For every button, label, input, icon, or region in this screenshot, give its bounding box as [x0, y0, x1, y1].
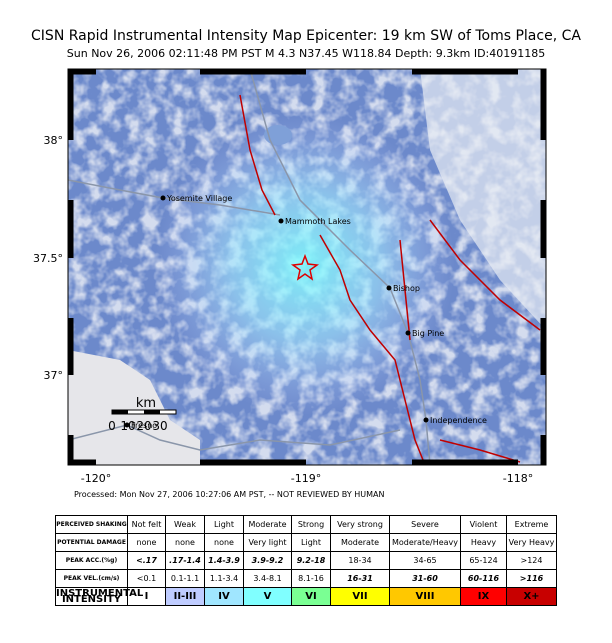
row-label: PEAK VEL.(cm/s)	[55, 569, 128, 588]
scale-tick: 0	[108, 419, 116, 433]
legend-cell: 31-60	[389, 569, 461, 588]
legend-cell: 0.1-1.1	[165, 569, 205, 588]
legend-cell: VIII	[389, 587, 461, 606]
legend-cell: 3.9-9.2	[243, 551, 292, 570]
legend-cell: Severe	[389, 515, 461, 534]
legend-cell: I	[127, 587, 166, 606]
legend-cell: Moderate/Heavy	[389, 533, 461, 552]
city-label: Independence	[430, 416, 487, 425]
legend-cell: Light	[204, 515, 244, 534]
lon-label: -118°	[503, 472, 533, 485]
city-dot	[405, 330, 411, 336]
legend-cell: 16-31	[330, 569, 390, 588]
city-dot	[278, 218, 284, 224]
legend-cell: none	[165, 533, 205, 552]
map-area	[68, 69, 546, 465]
row-label: PERCEIVED SHAKING	[55, 515, 128, 534]
legend-cell: Strong	[291, 515, 331, 534]
legend-cell: >124	[506, 551, 557, 570]
legend-cell: 3.4-8.1	[243, 569, 292, 588]
legend-cell: 9.2-18	[291, 551, 331, 570]
intensity-legend: PERCEIVED SHAKING Not felt Weak Light Modera…	[55, 515, 557, 606]
legend-cell: none	[204, 533, 244, 552]
city-label: Fresno	[131, 421, 157, 430]
title: CISN Rapid Instrumental Intensity Map Ep…	[31, 28, 581, 44]
legend-cell: Moderate	[243, 515, 292, 534]
legend-cell: 8.1-16	[291, 569, 331, 588]
legend-cell: Not felt	[127, 515, 166, 534]
legend-cell: 1.1-3.4	[204, 569, 244, 588]
lon-label: -119°	[291, 472, 321, 485]
legend-cell: V	[243, 587, 292, 606]
legend-cell: >116	[506, 569, 557, 588]
legend-cell: Very strong	[330, 515, 390, 534]
scale-tick: 20	[136, 419, 151, 433]
scale-unit: km	[136, 396, 156, 411]
legend-cell: IV	[204, 587, 244, 606]
legend-cell: Light	[291, 533, 331, 552]
processed-note: Processed: Mon Nov 27, 2006 10:27:06 AM …	[74, 490, 385, 499]
legend-cell: none	[127, 533, 166, 552]
mono-lake	[264, 125, 292, 145]
legend-cell: <0.1	[127, 569, 166, 588]
subtitle: Sun Nov 26, 2006 02:11:48 PM PST M 4.3 N…	[67, 47, 545, 60]
legend-cell: Violent	[460, 515, 507, 534]
legend-cell: Very Heavy	[506, 533, 557, 552]
city-dot	[386, 285, 392, 291]
row-label: POTENTIAL DAMAGE	[55, 533, 128, 552]
legend-cell: II-III	[165, 587, 205, 606]
legend-cell: <.17	[127, 551, 166, 570]
lat-label: 37.5°	[33, 252, 63, 265]
legend-cell: Heavy	[460, 533, 507, 552]
legend-cell: Very light	[243, 533, 292, 552]
city-label: Mammoth Lakes	[285, 217, 351, 226]
legend-row: PEAK ACC.(%g) <.17.17-1.4 1.4-3.9 3.9-9.2 9.…	[55, 551, 557, 570]
map-frame	[67, 68, 547, 466]
legend-cell: .17-1.4	[165, 551, 205, 570]
scale-bar: km	[111, 396, 177, 415]
city-label: Yosemite Village	[166, 194, 232, 203]
legend-cell: X+	[506, 587, 557, 606]
lon-label: -120°	[81, 472, 111, 485]
city-label: Bishop	[393, 284, 420, 293]
legend-cell: 60-116	[460, 569, 507, 588]
legend-row: POTENTIAL DAMAGE none none none Very light Li…	[55, 533, 557, 552]
legend-cell: IX	[460, 587, 507, 606]
legend-cell: 1.4-3.9	[204, 551, 244, 570]
city-dot	[124, 422, 130, 428]
legend-cell: 34-65	[389, 551, 461, 570]
legend-cell: Extreme	[506, 515, 557, 534]
legend-cell: Weak	[165, 515, 205, 534]
city-dot	[423, 417, 429, 423]
city-label: Big Pine	[412, 329, 444, 338]
lat-label: 37°	[44, 369, 64, 382]
city-dot	[160, 195, 166, 201]
legend-cell: Moderate	[330, 533, 390, 552]
scale-tick: 30	[152, 419, 167, 433]
legend-row: PERCEIVED SHAKING Not felt Weak Light Modera…	[55, 515, 557, 534]
row-label: INSTRUMENTAL INTENSITY	[55, 587, 144, 606]
legend-cell: VI	[291, 587, 331, 606]
map-figure: CISN Rapid Instrumental Intensity Map Ep…	[31, 28, 581, 499]
legend-cell: VII	[330, 587, 390, 606]
legend-row: PEAK VEL.(cm/s) <0.1 0.1-1.1 1.1-3.4 3.4-8.1…	[55, 569, 557, 588]
epicenter	[290, 253, 320, 281]
legend-cell: 65-124	[460, 551, 507, 570]
legend-cell: 18-34	[330, 551, 390, 570]
scale-tick: 10	[120, 419, 135, 433]
lat-label: 38°	[44, 134, 64, 147]
row-label: PEAK ACC.(%g)	[55, 551, 128, 570]
faults	[239, 94, 541, 465]
legend-row: INSTRUMENTAL INTENSITY I II-III IV V VI VII VII…	[55, 587, 557, 606]
